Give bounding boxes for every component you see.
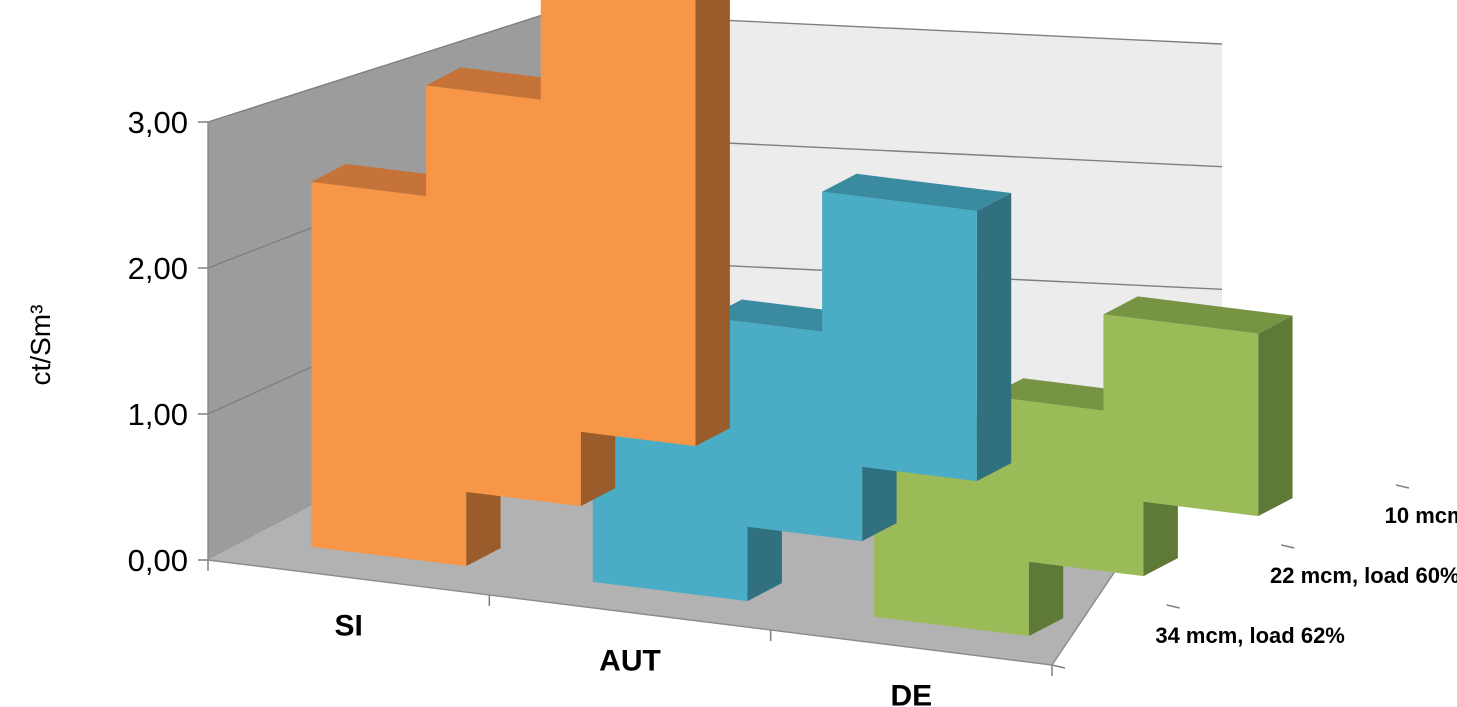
bar-front — [540, 0, 696, 447]
category-label-de: DE — [890, 680, 932, 707]
series-tick-mark — [1051, 664, 1066, 669]
bar-front — [1103, 314, 1259, 517]
series-tick-mark — [1166, 604, 1180, 609]
y-tick-labels: 0,00 1,00 2,00 3,00 — [128, 105, 188, 578]
bar-aut-series-1 — [822, 173, 1012, 482]
category-label-si: SI — [334, 610, 362, 643]
bar-top — [1103, 296, 1293, 334]
bar-front — [822, 191, 977, 482]
bar-side — [695, 0, 730, 447]
y-tick-label: 0,00 — [128, 543, 188, 578]
bar-de-series-1 — [1103, 296, 1293, 517]
y-tick-label: 3,00 — [128, 105, 188, 140]
category-labels: SI AUT DE — [334, 610, 932, 707]
series-labels: 10 mcm, load 55% 22 mcm, load 60% 34 mcm, … — [1155, 503, 1457, 648]
y-tick-marks — [198, 121, 209, 561]
bar-side — [1258, 315, 1293, 517]
y-tick-label: 1,00 — [128, 397, 188, 432]
series-label-1: 10 mcm, load 55% — [1385, 503, 1457, 528]
x-axis-line — [207, 559, 1053, 666]
bar-top — [822, 173, 1012, 212]
bars — [311, 0, 1293, 637]
series-label-2: 22 mcm, load 60% — [1270, 563, 1457, 588]
bar-si-series-1 — [540, 0, 730, 447]
series-tick-mark — [1395, 484, 1410, 489]
category-label-aut: AUT — [599, 645, 661, 678]
bar-side — [976, 193, 1012, 482]
y-axis-title: ct/Sm³ — [25, 305, 56, 386]
y-tick-label: 2,00 — [128, 251, 188, 286]
series-label-3: 34 mcm, load 62% — [1155, 623, 1345, 648]
series-tick-mark — [1281, 544, 1295, 549]
